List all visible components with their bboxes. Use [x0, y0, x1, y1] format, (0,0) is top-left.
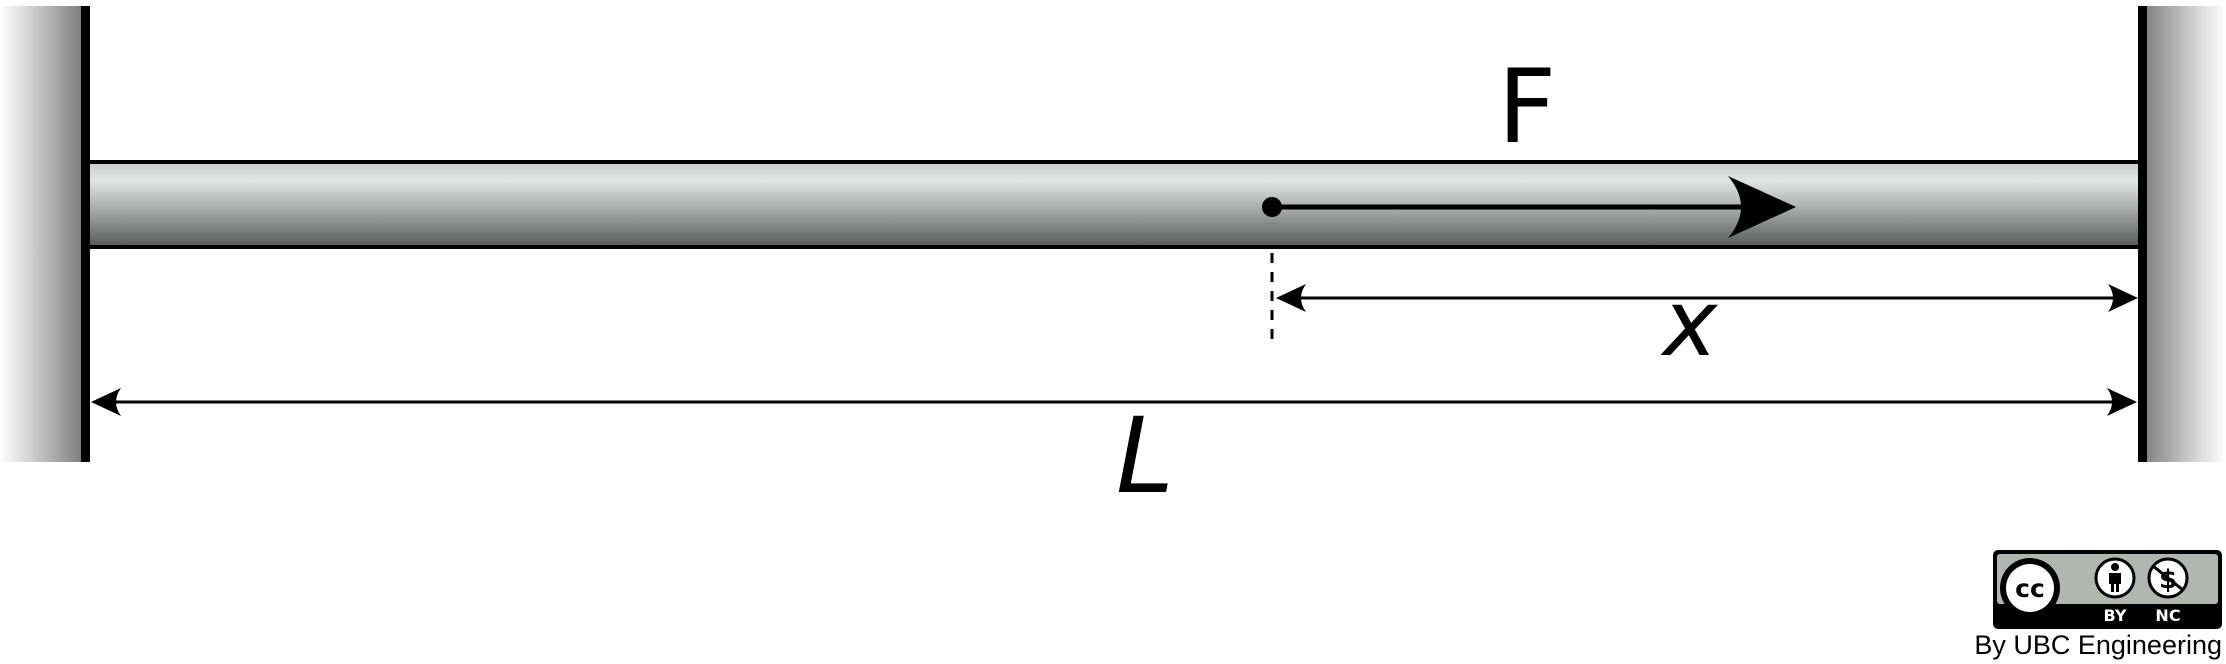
cc-text: cc: [2015, 574, 2045, 603]
bar: [90, 160, 2138, 249]
right-wall-hatch: [2142, 6, 2226, 462]
position-label: x: [1660, 270, 1719, 377]
dollar-glyph: $: [2159, 565, 2177, 595]
cc-badge-lower-band: [1997, 604, 2218, 625]
attribution-person-icon: [2094, 557, 2136, 599]
by-label: BY: [2104, 606, 2127, 625]
dimension-length-left-arrowhead: [91, 388, 121, 416]
bar-body: [90, 162, 2138, 247]
dimension-x: [1270, 253, 2138, 348]
credit-text: By UBC Engineering: [1974, 630, 2222, 660]
dimension-x-left-arrowhead: [1276, 284, 1306, 312]
force-arrow: [1262, 176, 1796, 238]
right-wall-support: [2138, 6, 2226, 462]
force-label: F: [1498, 48, 1557, 167]
left-wall-face: [81, 6, 90, 462]
dimension-length: [91, 388, 2137, 416]
non-commercial-dollar-icon: $: [2147, 557, 2189, 599]
left-wall-hatch: [0, 6, 82, 462]
force-arrowhead: [1728, 176, 1796, 238]
right-wall-face: [2138, 6, 2147, 462]
left-wall-support: [0, 6, 90, 462]
dimension-length-right-arrowhead: [2107, 388, 2137, 416]
cc-icon: cc: [2000, 558, 2060, 618]
dimension-x-right-arrowhead: [2108, 284, 2138, 312]
length-label: L: [1116, 395, 1174, 517]
nc-label: NC: [2155, 606, 2180, 625]
cc-license-badge: cc $ BY NC: [1993, 550, 2222, 629]
